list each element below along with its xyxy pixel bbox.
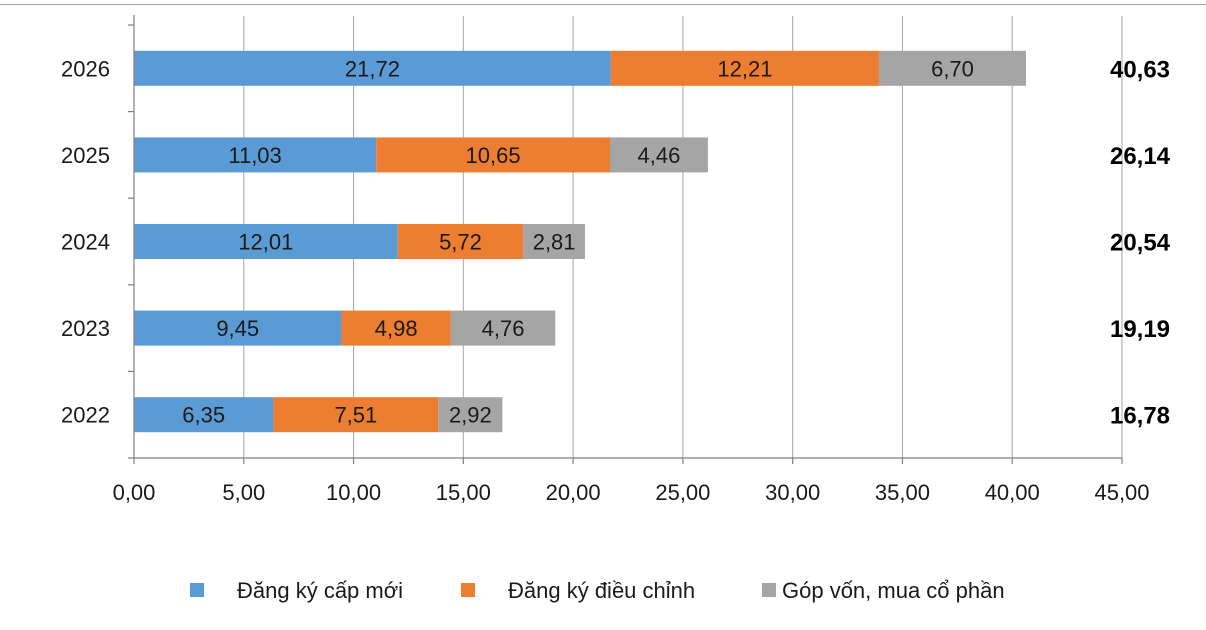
bar-segment [609, 137, 708, 173]
legend: Đăng ký cấp mới Đăng ký điều chỉnh Góp vốn… [190, 578, 1005, 603]
y-tick-label: 2026 [61, 56, 110, 81]
data-label: 7,51 [334, 403, 377, 428]
bar-segment [450, 310, 556, 346]
total-label: 26,14 [1110, 143, 1171, 170]
data-label: 10,65 [466, 143, 521, 168]
bar-segment [397, 224, 524, 259]
axes: 0,00 5,00 10,00 15,00 20,00 25,00 30,00 35,00 40… [61, 15, 1150, 505]
bars [134, 50, 1027, 433]
data-label: 4,46 [638, 143, 681, 168]
x-tick-label: 40,00 [985, 480, 1040, 505]
x-tick-label: 0,00 [113, 480, 156, 505]
total-label: 16,78 [1110, 403, 1170, 430]
legend-label: Đăng ký cấp mới [237, 578, 403, 603]
bar-segment [134, 310, 342, 346]
bar-segment [341, 310, 451, 346]
legend-swatch [190, 583, 204, 597]
bar-segment [134, 137, 377, 173]
x-tick-label: 25,00 [655, 480, 710, 505]
data-label: 5,72 [439, 230, 482, 255]
x-tick-label: 45,00 [1094, 480, 1149, 505]
bar-segment [134, 397, 274, 433]
bar-segment [134, 50, 611, 86]
data-label: 21,72 [345, 56, 400, 81]
bar-segment [376, 137, 610, 173]
total-label: 20,54 [1110, 230, 1171, 257]
total-labels: 16,78 19,19 20,54 26,14 40,63 [1110, 56, 1171, 429]
data-label: 6,70 [931, 56, 974, 81]
legend-swatch [461, 583, 475, 597]
data-label: 11,03 [228, 143, 281, 168]
legend-swatch [762, 583, 776, 597]
data-label: 2,81 [533, 230, 576, 255]
bar-segment [878, 50, 1027, 86]
legend-label: Góp vốn, mua cổ phần [782, 578, 1005, 603]
total-label: 19,19 [1110, 316, 1170, 343]
x-tick-label: 20,00 [546, 480, 601, 505]
y-tick-label: 2022 [61, 403, 110, 428]
data-label: 12,21 [717, 56, 772, 81]
data-label: 2,92 [449, 403, 492, 428]
x-tick-label: 15,00 [436, 480, 491, 505]
data-label: 6,35 [182, 403, 225, 428]
x-tick-label: 30,00 [765, 480, 820, 505]
x-tick-label: 10,00 [326, 480, 381, 505]
data-label: 4,98 [375, 316, 418, 341]
y-tick-label: 2025 [61, 143, 110, 168]
y-tick-label: 2024 [61, 230, 110, 255]
data-label: 12,01 [238, 230, 293, 255]
bar-segment [610, 50, 879, 86]
bar-segment [273, 397, 439, 433]
bar-segment [523, 224, 585, 259]
bar-segment [134, 224, 398, 259]
y-tick-label: 2023 [61, 316, 110, 341]
data-label: 9,45 [216, 316, 259, 341]
x-tick-label: 35,00 [875, 480, 930, 505]
x-tick-label: 5,00 [222, 480, 265, 505]
data-label: 4,76 [482, 316, 525, 341]
bar-segment [438, 397, 503, 433]
total-label: 40,63 [1110, 56, 1170, 83]
legend-label: Đăng ký điều chỉnh [508, 578, 695, 603]
data-labels: 6,35 7,51 2,92 9,45 4,98 4,76 12,01 5,72 2,81 11,… [182, 56, 974, 427]
